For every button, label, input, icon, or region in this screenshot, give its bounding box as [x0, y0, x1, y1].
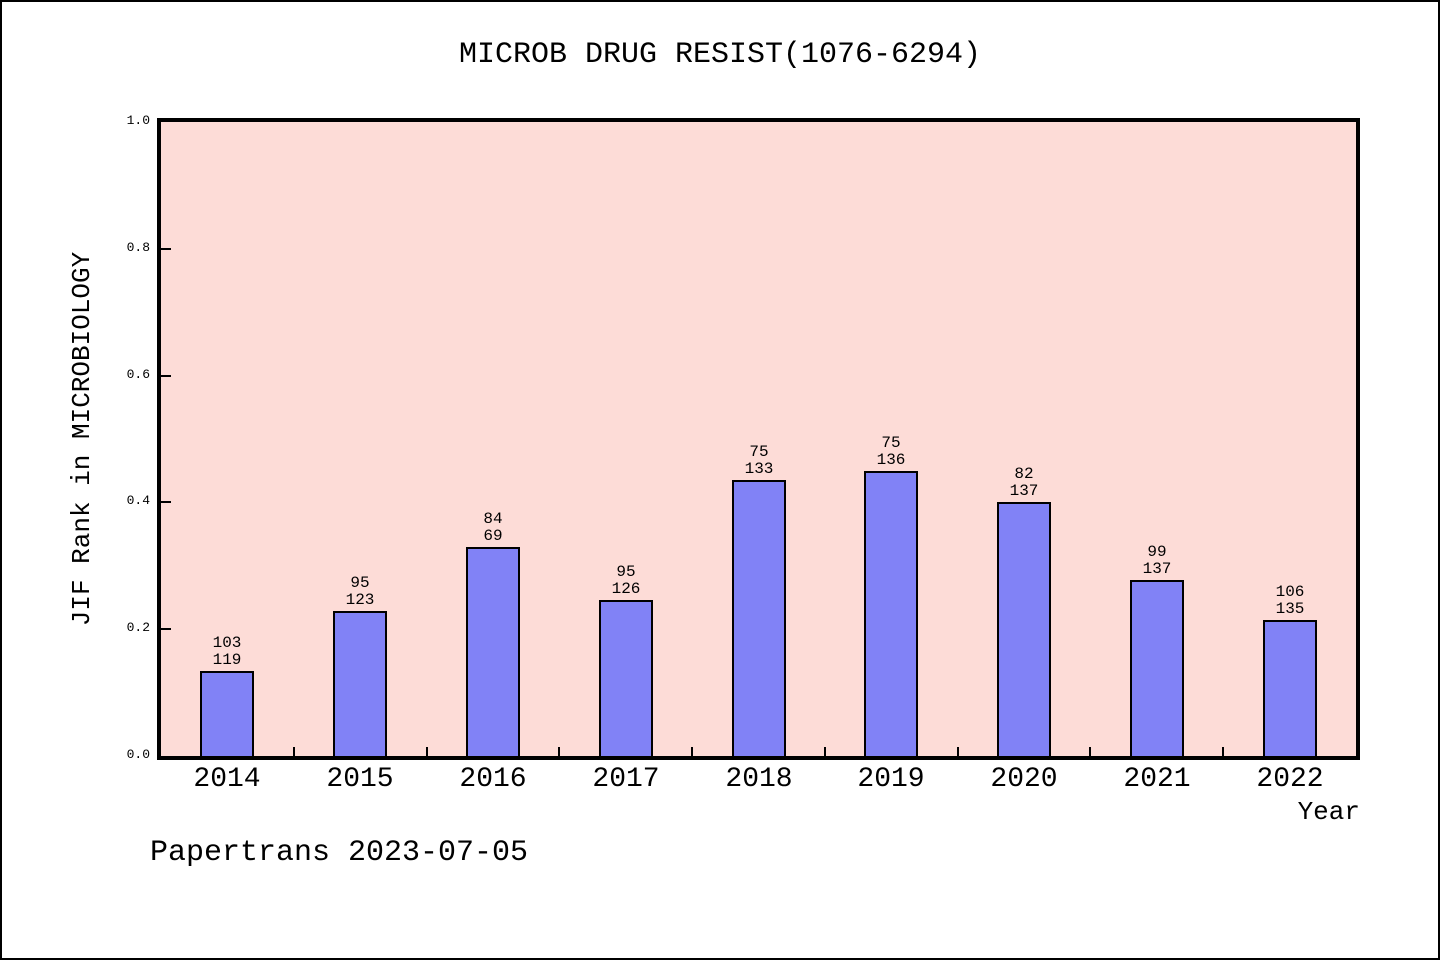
x-tick-mark	[426, 747, 428, 756]
bar-value-label: 99 137	[1112, 544, 1202, 578]
y-tick-label: 1.0	[126, 113, 150, 128]
footer-watermark: Papertrans 2023-07-05	[150, 836, 529, 870]
y-tick-mark	[161, 248, 171, 250]
y-tick-mark	[161, 628, 171, 630]
y-tick-mark	[161, 501, 171, 503]
y-tick-mark	[161, 375, 171, 377]
bar-value-bottom: 126	[611, 580, 641, 598]
y-axis-label: JIF Rank in MICROBIOLOGY	[67, 251, 97, 627]
bar-value-label: 103 119	[182, 635, 272, 669]
x-tick-label: 2018	[725, 764, 793, 795]
bar-value-label: 95 126	[581, 564, 671, 598]
bar-value-label: 84 69	[448, 511, 538, 545]
x-tick-mark	[957, 747, 959, 756]
bar-value-top: 75	[881, 434, 901, 452]
x-tick-label: 2022	[1256, 764, 1324, 795]
bar-value-top: 103	[212, 634, 242, 652]
x-axis-label: Year	[1297, 797, 1360, 827]
x-tick-label: 2021	[1123, 764, 1191, 795]
x-tick-mark	[691, 747, 693, 756]
y-tick-label: 0.2	[126, 620, 150, 635]
x-tick-mark	[293, 747, 295, 756]
bar-value-label: 95 123	[315, 575, 405, 609]
bar-value-top: 95	[350, 574, 370, 592]
x-tick-label: 2015	[326, 764, 394, 795]
x-tick-label: 2020	[990, 764, 1058, 795]
plot-area: 103 119 95 123 84 69 95 126 75 133 75 136 82 137 99 137…	[157, 118, 1360, 760]
bar-value-top: 99	[1147, 543, 1167, 561]
x-tick-mark	[558, 747, 560, 756]
x-tick-mark	[824, 747, 826, 756]
x-tick-mark	[1089, 747, 1091, 756]
bar-value-bottom: 137	[1009, 482, 1039, 500]
bar-value-top: 95	[616, 563, 636, 581]
bar-value-top: 84	[483, 510, 503, 528]
x-tick-label: 2016	[459, 764, 527, 795]
bar	[466, 547, 520, 756]
bar	[599, 600, 653, 756]
y-tick-label: 0.6	[126, 367, 150, 382]
bar-value-label: 75 136	[846, 435, 936, 469]
bar	[732, 480, 786, 756]
bar-value-bottom: 135	[1275, 600, 1305, 618]
bar	[1263, 620, 1317, 756]
y-tick-label: 0.0	[126, 747, 150, 762]
bar-value-label: 82 137	[979, 466, 1069, 500]
bar	[997, 502, 1051, 756]
bar-value-label: 106 135	[1245, 584, 1335, 618]
x-tick-mark	[1222, 747, 1224, 756]
bar	[333, 611, 387, 756]
bar-value-bottom: 119	[212, 651, 242, 669]
bar-value-top: 75	[749, 443, 769, 461]
x-tick-label: 2017	[592, 764, 660, 795]
bar-value-bottom: 69	[483, 527, 503, 545]
bar-value-bottom: 133	[744, 460, 774, 478]
bar-value-top: 106	[1275, 583, 1305, 601]
bar	[1130, 580, 1184, 756]
bar-value-bottom: 123	[345, 591, 375, 609]
bar	[200, 671, 254, 756]
chart-title: MICROB DRUG RESIST(1076-6294)	[458, 38, 982, 72]
x-tick-label: 2014	[193, 764, 261, 795]
bar-value-bottom: 136	[876, 451, 906, 469]
y-tick-label: 0.8	[126, 240, 150, 255]
bar-value-bottom: 137	[1142, 560, 1172, 578]
y-tick-label: 0.4	[126, 493, 150, 508]
bar-value-label: 75 133	[714, 444, 804, 478]
x-tick-label: 2019	[857, 764, 925, 795]
bar	[864, 471, 918, 756]
bar-value-top: 82	[1014, 465, 1034, 483]
